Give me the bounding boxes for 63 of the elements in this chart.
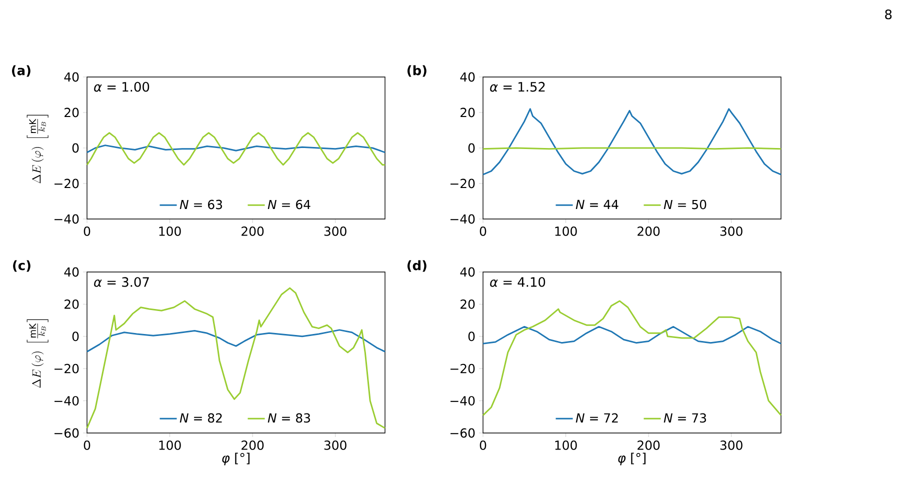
y-tick-label: 0 <box>468 143 475 153</box>
y-tick-label: 0 <box>72 143 79 153</box>
x-tick-label: 0 <box>480 440 486 450</box>
legend-label: N = 72 <box>576 413 618 422</box>
y-tick-label: 20 <box>460 108 475 118</box>
y-tick-label: 20 <box>64 108 79 118</box>
x-tick-label: 300 <box>720 226 742 236</box>
chart-title: (a) <box>12 65 30 77</box>
y-tick-label: 40 <box>460 267 475 277</box>
y-tick-label: −40 <box>450 214 475 224</box>
y-tick-label: 0 <box>72 332 79 342</box>
line-series <box>482 326 782 344</box>
line-series <box>86 329 386 352</box>
y-tick-label: 20 <box>460 299 475 309</box>
y-tick-label: 40 <box>64 267 79 277</box>
text: 8 <box>885 10 892 20</box>
y-tick-label: −20 <box>450 364 475 374</box>
chart-title: (d) <box>407 260 426 272</box>
legend-label: N = 73 <box>664 413 706 423</box>
annotation: α = 3.07 <box>94 277 149 287</box>
x-tick-label: 300 <box>324 440 346 450</box>
y-tick-label: −40 <box>54 396 79 406</box>
y-tick-label: −20 <box>54 178 79 188</box>
y-tick-label: 0 <box>468 332 475 342</box>
legend-label: N = 63 <box>180 200 222 210</box>
x-tick-label: 300 <box>324 226 346 236</box>
legend-label: N = 64 <box>268 200 310 210</box>
x-axis-title: φ [°] <box>618 452 646 466</box>
x-tick-label: 0 <box>84 440 90 450</box>
x-tick-label: 200 <box>638 440 660 450</box>
y-tick-label: −40 <box>450 396 475 406</box>
legend-label: N = 50 <box>664 200 706 210</box>
x-tick-label: 200 <box>242 226 264 236</box>
y-tick-label: −40 <box>54 214 79 224</box>
legend-label: N = 83 <box>268 413 310 423</box>
x-tick-label: 100 <box>159 440 181 450</box>
x-axis-title: φ [°] <box>222 452 250 466</box>
annotation: α = 4.10 <box>490 277 546 287</box>
y-tick-label: −60 <box>450 428 475 438</box>
y-tick-label: −60 <box>54 428 79 438</box>
y-tick-label: 40 <box>460 72 475 82</box>
y-tick-label: −20 <box>54 364 79 374</box>
y-tick-label: −20 <box>450 178 475 188</box>
annotation: α = 1.00 <box>94 82 150 92</box>
x-tick-label: 300 <box>720 440 742 450</box>
line-series <box>86 132 386 166</box>
x-tick-label: 200 <box>242 440 264 450</box>
x-tick-label: 0 <box>480 226 486 236</box>
x-tick-label: 0 <box>84 226 90 236</box>
line-series <box>86 287 386 429</box>
chart-title: (c) <box>13 260 30 272</box>
x-tick-label: 100 <box>555 440 577 450</box>
x-tick-label: 200 <box>638 226 660 236</box>
y-tick-label: 20 <box>64 299 79 309</box>
chart-title: (b) <box>407 65 426 77</box>
legend-label: N = 44 <box>576 200 618 209</box>
x-tick-label: 100 <box>159 226 181 236</box>
x-tick-label: 100 <box>555 226 577 236</box>
y-axis-title: $\Delta E\,(\varphi)\;\left[\frac{\mathrm{mK}}{k_B}\right]$ <box>26 319 48 388</box>
y-axis-title: $\Delta E\,(\varphi)\;\left[\frac{\mathrm{mK}}{k_B}\right]$ <box>26 114 48 184</box>
annotation: α = 1.52 <box>490 82 545 92</box>
y-tick-label: 40 <box>64 72 79 82</box>
legend-label: N = 82 <box>180 413 222 423</box>
